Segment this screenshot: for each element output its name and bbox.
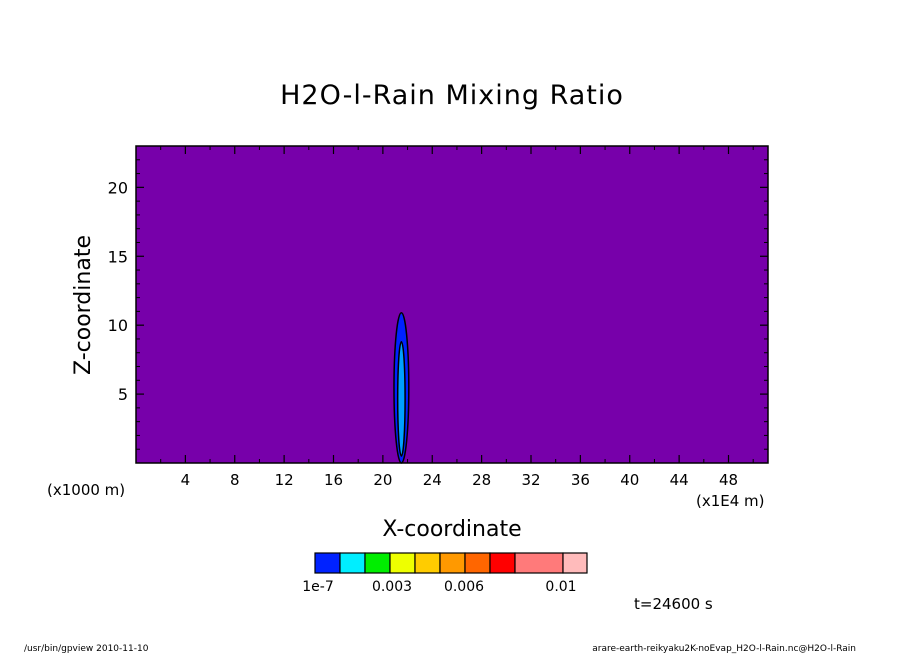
colorbar-cell <box>514 552 564 574</box>
plume-contour-1 <box>396 340 406 457</box>
colorbar-cell <box>464 552 491 574</box>
x-axis-unit: (x1E4 m) <box>696 492 765 510</box>
x-tick-label: 12 <box>275 471 294 489</box>
y-axis-unit: (x1000 m) <box>47 481 125 499</box>
x-tick-label: 28 <box>472 471 491 489</box>
colorbar-cell <box>562 552 588 574</box>
colorbar <box>314 552 588 574</box>
x-tick-label: 32 <box>521 471 540 489</box>
y-axis-label: Z-coordinate <box>71 235 96 375</box>
plot-area <box>136 146 768 463</box>
plot-frame <box>135 145 769 464</box>
footer-left: /usr/bin/gpview 2010-11-10 <box>24 644 149 654</box>
rain-plume-layer <box>393 312 410 464</box>
x-tick-label: 44 <box>670 471 689 489</box>
colorbar-cell <box>389 552 416 574</box>
x-axis-ticks: 4 8 12 16 20 24 28 32 36 40 44 48 <box>160 146 754 489</box>
x-tick-label: 16 <box>324 471 343 489</box>
colorbar-labels: 1e-7 0.003 0.006 0.01 <box>302 579 576 595</box>
y-tick-label: 15 <box>108 247 128 266</box>
colorbar-label: 1e-7 <box>302 579 333 595</box>
chart-title: H2O-l-Rain Mixing Ratio <box>280 80 624 111</box>
x-axis-label: X-coordinate <box>382 517 521 542</box>
colorbar-cell <box>414 552 441 574</box>
colorbar-cell <box>314 552 341 574</box>
y-tick-label: 20 <box>108 178 128 197</box>
time-stamp: t=24600 s <box>634 595 713 613</box>
x-tick-label: 48 <box>719 471 738 489</box>
colorbar-label: 0.003 <box>372 579 412 595</box>
y-tick-label: 10 <box>108 316 128 335</box>
colorbar-label: 0.01 <box>545 579 576 595</box>
x-tick-label: 4 <box>181 471 191 489</box>
x-tick-label: 8 <box>230 471 240 489</box>
y-tick-label: 5 <box>118 385 128 404</box>
colorbar-cell <box>339 552 366 574</box>
x-tick-label: 40 <box>620 471 639 489</box>
y-axis-ticks: 5 10 15 20 <box>108 159 768 450</box>
colorbar-label: 0.006 <box>444 579 484 595</box>
colorbar-cell <box>364 552 391 574</box>
footer-right: arare-earth-reikyaku2K-noEvap_H2O-l-Rain… <box>592 644 856 654</box>
x-tick-label: 24 <box>423 471 442 489</box>
colorbar-cell <box>439 552 466 574</box>
colorbar-cell <box>489 552 516 574</box>
x-tick-label: 36 <box>571 471 590 489</box>
x-tick-label: 20 <box>373 471 392 489</box>
